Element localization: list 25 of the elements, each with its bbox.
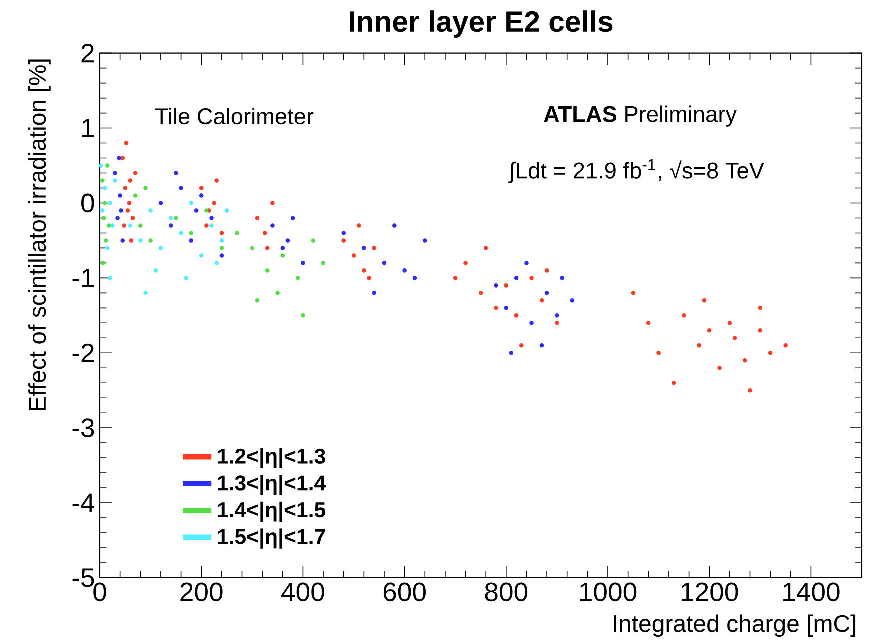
x-tick-label: 400 [282, 582, 324, 602]
y-tick-label: -1 [72, 269, 94, 288]
legend-label: 1.3<|η|<1.4 [218, 475, 326, 496]
legend-label: 1.5<|η|<1.7 [218, 528, 326, 549]
y-axis-title: Effect of scintillator irradiation [%] [28, 60, 51, 410]
y-tick-label: 0 [82, 194, 94, 213]
legend-label: 1.4<|η|<1.5 [218, 502, 326, 522]
chart-title: Inner layer E2 cells [350, 10, 613, 38]
x-tick-label: 1000 [580, 582, 637, 602]
y-tick-label: 1 [82, 119, 94, 138]
x-tick-label: 1200 [682, 582, 738, 602]
annotation: ∫Ldt = 21.9 fb$^{-1}$, √s=8 TeV [508, 159, 764, 184]
x-tick-label: 200 [180, 582, 223, 602]
y-tick-label: -3 [72, 418, 94, 438]
x-tick-label: 800 [485, 582, 528, 602]
annotation: ATLAS Preliminary [544, 106, 738, 127]
y-tick-label: -2 [72, 344, 94, 362]
x-axis-title: Integrated charge [mC] [614, 614, 856, 638]
annotation: Tile Calorimeter [155, 108, 314, 125]
y-tick-label: -5 [72, 568, 94, 588]
y-tick-label: -4 [72, 494, 95, 512]
legend-label: 1.2<|η|<1.3 [218, 448, 326, 469]
y-tick-label: 2 [82, 44, 94, 63]
x-tick-label: 1400 [784, 582, 840, 602]
x-tick-label: 600 [384, 582, 426, 602]
